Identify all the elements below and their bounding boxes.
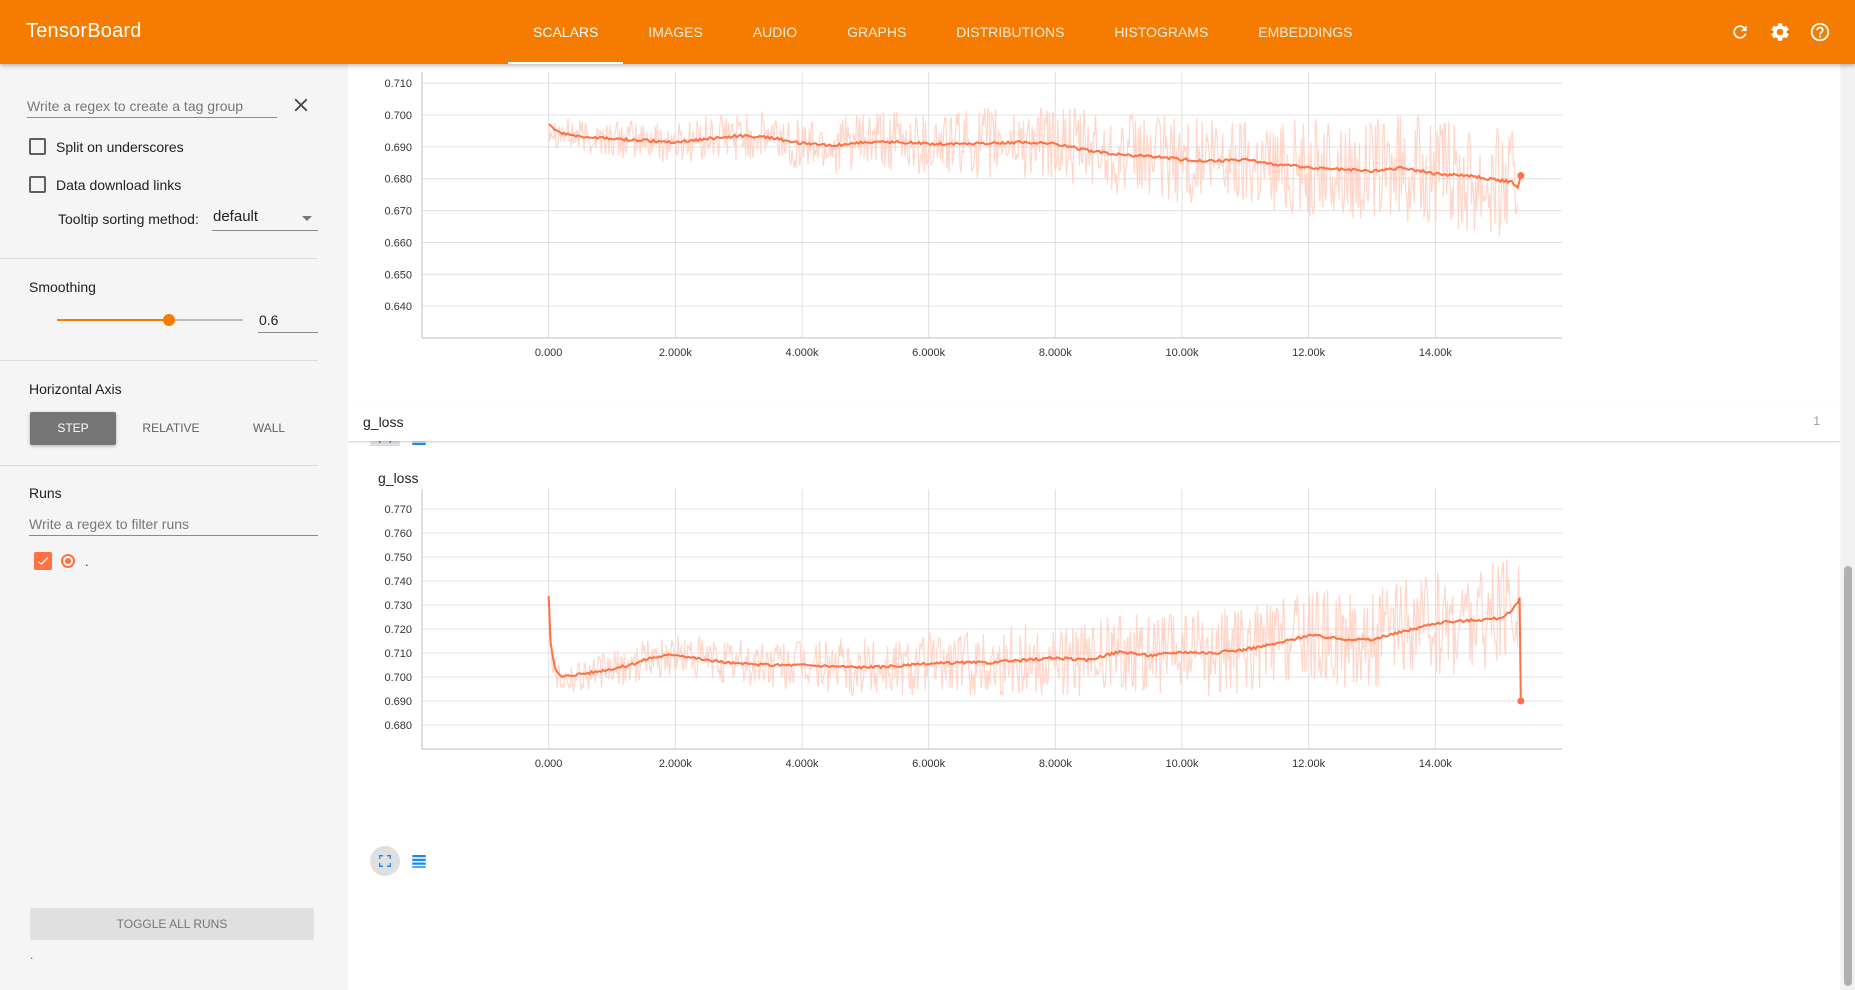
last-value-point [1517, 697, 1525, 705]
x-tick-label: 0.000 [535, 347, 563, 359]
data-download-label: Data download links [56, 176, 182, 193]
scrollbar[interactable] [1841, 64, 1855, 990]
split-underscores-checkbox[interactable] [29, 138, 46, 155]
divider [0, 258, 318, 259]
line-chart[interactable]: 0.640 0.650 0.660 0.670 0.680 0.690 0.700 0.710… [348, 64, 1840, 414]
tab-histograms[interactable]: HISTOGRAMS [1114, 24, 1209, 40]
smoothing-slider-fill [57, 319, 169, 321]
divider [0, 360, 318, 361]
top-actions [1727, 18, 1833, 46]
x-tick-label: 4.000k [785, 758, 819, 770]
y-tick-label: 0.700 [384, 110, 412, 122]
x-tick-label: 0.000 [535, 758, 563, 770]
group-count: 1 [1813, 414, 1820, 428]
run-radio[interactable] [61, 554, 75, 568]
sidebar: Split on underscores Data download links… [0, 64, 346, 990]
runs-filter-input[interactable] [29, 512, 318, 536]
tab-distributions[interactable]: DISTRIBUTIONS [956, 24, 1065, 40]
smoothing-value-input[interactable]: 0.6 [258, 309, 318, 333]
group-title: g_loss [363, 414, 404, 430]
x-tick-label: 4.000k [785, 347, 819, 359]
y-tick-label: 0.770 [384, 504, 412, 516]
settings-icon[interactable] [1767, 18, 1793, 46]
y-tick-label: 0.680 [384, 174, 412, 186]
data-download-checkbox[interactable] [29, 176, 46, 193]
x-tick-label: 2.000k [659, 347, 693, 359]
tab-images[interactable]: IMAGES [648, 24, 703, 40]
tab-graphs[interactable]: GRAPHS [847, 24, 907, 40]
smoothing-slider-knob[interactable] [162, 314, 175, 326]
data-table-button[interactable] [404, 846, 434, 876]
x-tick-label: 14.00k [1419, 347, 1453, 359]
x-tick-label: 6.000k [912, 758, 946, 770]
divider [0, 465, 318, 466]
tooltip-sorting-select[interactable]: default [212, 207, 318, 231]
line-chart[interactable]: 0.680 0.690 0.700 0.710 0.720 0.730 0.740 0.750… [348, 489, 1840, 834]
x-tick-label: 6.000k [912, 347, 946, 359]
y-tick-label: 0.670 [384, 206, 412, 218]
dropdown-arrow-icon [302, 216, 312, 221]
expand-chart-button[interactable] [370, 846, 400, 876]
tag-group-header[interactable]: g_loss 1 [348, 404, 1840, 441]
y-tick-label: 0.680 [384, 720, 412, 732]
axis-relative-button[interactable]: RELATIVE [142, 421, 200, 435]
raw-series-line [548, 107, 1519, 237]
y-tick-label: 0.760 [384, 528, 412, 540]
refresh-icon[interactable] [1727, 18, 1753, 46]
smoothed-series-line [548, 123, 1522, 190]
y-tick-label: 0.720 [384, 624, 412, 636]
footer-text: . [30, 948, 34, 962]
run-item[interactable]: . [34, 552, 89, 570]
x-tick-label: 10.00k [1165, 347, 1199, 359]
tag-group-regex-input[interactable] [27, 94, 277, 118]
tooltip-sorting-value: default [213, 208, 259, 225]
x-tick-label: 12.00k [1292, 758, 1326, 770]
y-tick-label: 0.660 [384, 237, 412, 249]
y-tick-label: 0.750 [384, 552, 412, 564]
main-content: 0.640 0.650 0.660 0.670 0.680 0.690 0.700 0.710… [348, 64, 1840, 990]
data-download-option[interactable]: Data download links [29, 176, 181, 193]
x-tick-label: 2.000k [659, 758, 693, 770]
axis-step-button[interactable]: STEP [30, 412, 116, 445]
y-tick-label: 0.710 [384, 78, 412, 90]
smoothing-slider[interactable] [57, 314, 243, 326]
last-value-point [1517, 172, 1525, 180]
top-app-bar: TensorBoard SCALARS IMAGES AUDIO GRAPHS … [0, 0, 1855, 64]
y-tick-label: 0.690 [384, 142, 412, 154]
toggle-all-runs-button[interactable]: TOGGLE ALL RUNS [30, 908, 314, 940]
tab-bar: SCALARS IMAGES AUDIO GRAPHS DISTRIBUTION… [508, 0, 1377, 64]
y-tick-label: 0.640 [384, 301, 412, 313]
tab-audio[interactable]: AUDIO [752, 24, 798, 40]
horizontal-axis-label: Horizontal Axis [29, 381, 122, 397]
scrollbar-thumb[interactable] [1844, 566, 1852, 986]
chart-title: g_loss [378, 470, 419, 486]
split-underscores-label: Split on underscores [56, 138, 184, 155]
x-tick-label: 10.00k [1165, 758, 1199, 770]
y-tick-label: 0.650 [384, 269, 412, 281]
y-tick-label: 0.740 [384, 576, 412, 588]
tab-scalars[interactable]: SCALARS [508, 0, 624, 64]
chart-card: g_loss 0.680 0.690 0.700 0.710 0.720 0.730 0.7… [348, 446, 1840, 990]
y-tick-label: 0.700 [384, 672, 412, 684]
tooltip-sorting-label: Tooltip sorting method: [58, 211, 199, 227]
y-tick-label: 0.690 [384, 696, 412, 708]
x-tick-label: 12.00k [1292, 347, 1326, 359]
help-icon[interactable] [1807, 18, 1833, 46]
close-icon[interactable] [290, 94, 312, 116]
y-tick-label: 0.710 [384, 648, 412, 660]
x-tick-label: 8.000k [1039, 347, 1073, 359]
x-tick-label: 14.00k [1419, 758, 1453, 770]
app-title: TensorBoard [26, 20, 142, 42]
x-tick-label: 8.000k [1039, 758, 1073, 770]
run-name: . [85, 553, 89, 569]
smoothing-label: Smoothing [29, 279, 96, 295]
axis-wall-button[interactable]: WALL [252, 421, 286, 435]
tab-embeddings[interactable]: EMBEDDINGS [1258, 24, 1353, 40]
raw-series-line [548, 558, 1521, 697]
split-underscores-option[interactable]: Split on underscores [29, 138, 184, 155]
runs-label: Runs [29, 485, 62, 501]
y-tick-label: 0.730 [384, 600, 412, 612]
smoothed-series-line [547, 595, 1522, 702]
run-checkbox[interactable] [34, 552, 52, 570]
